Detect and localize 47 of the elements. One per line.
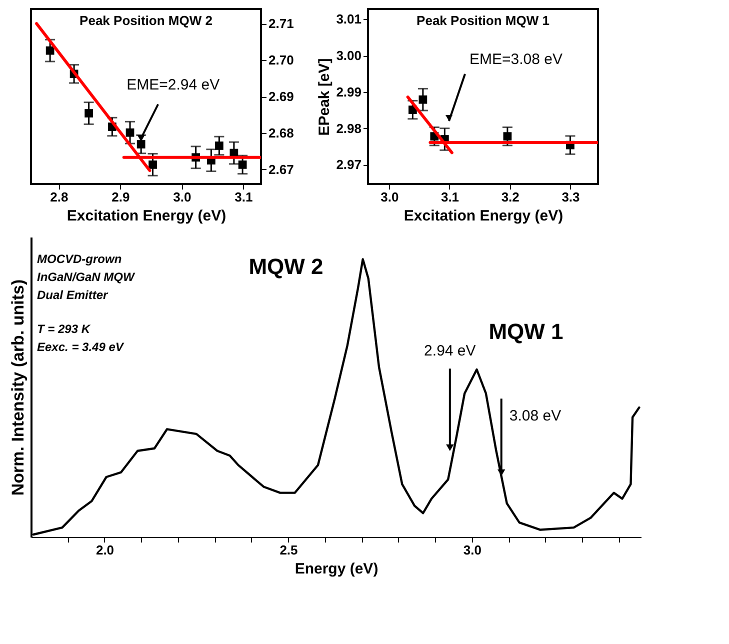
x-tick-label: 3.0 <box>463 542 482 558</box>
annotation: MOCVD-grown <box>37 252 122 266</box>
x-tick-label: 2.5 <box>280 542 298 558</box>
x-axis-title: Energy (eV) <box>294 560 378 578</box>
y-tick-label: 2.69 <box>268 89 294 104</box>
y-tick-label: 3.01 <box>336 12 362 27</box>
x-tick-label: 2.0 <box>96 542 114 558</box>
point <box>126 128 134 137</box>
point <box>84 109 93 118</box>
annotation: 2.94 eV <box>424 342 476 360</box>
annotation: InGaN/GaN MQW <box>37 270 136 284</box>
point <box>503 132 512 141</box>
point <box>136 140 146 148</box>
x-axis-title: Excitation Energy (eV) <box>404 208 564 224</box>
y-tick-label: 3.00 <box>336 48 362 64</box>
annotation: T = 293 K <box>37 322 92 336</box>
x-axis-title: Excitation Energy (eV) <box>66 208 226 224</box>
point <box>238 160 247 169</box>
y-tick-label: 2.70 <box>268 52 294 68</box>
y-tick-label: 2.67 <box>268 162 294 177</box>
y-tick-label: 2.98 <box>336 120 362 136</box>
y-tick-label: 2.97 <box>336 157 362 172</box>
x-tick-label: 3.3 <box>562 190 580 204</box>
y-axis-title: EPeak [eV] <box>316 58 334 136</box>
y-tick-label: 2.68 <box>268 125 294 140</box>
x-tick-label: 3.0 <box>380 190 399 204</box>
chart-title: Peak Position MQW 2 <box>80 13 212 28</box>
x-tick-label: 2.9 <box>112 190 130 204</box>
y-tick-label: 2.99 <box>336 84 362 100</box>
x-tick-label: 3.1 <box>440 190 460 204</box>
annotation: 3.08 eV <box>509 408 562 425</box>
y-axis-title: Norm. Intensity (arb. units) <box>8 279 28 496</box>
chart-title: Peak Position MQW 1 <box>416 13 550 28</box>
x-tick-label: 3.0 <box>173 190 192 204</box>
annotation: MQW 1 <box>488 319 564 344</box>
annotation: Dual Emitter <box>37 288 110 302</box>
y-tick-label: 2.71 <box>268 16 294 32</box>
annotation: MQW 2 <box>248 254 324 279</box>
annotation: Eexc. = 3.49 eV <box>37 340 124 354</box>
point <box>418 95 428 104</box>
annotation: EME=2.94 eV <box>126 76 220 94</box>
x-tick-label: 2.8 <box>50 190 68 204</box>
annotation: EME=3.08 eV <box>470 51 562 68</box>
x-tick-label: 3.1 <box>234 190 253 204</box>
x-tick-label: 3.2 <box>501 190 520 204</box>
point <box>148 160 157 169</box>
point <box>215 142 224 150</box>
